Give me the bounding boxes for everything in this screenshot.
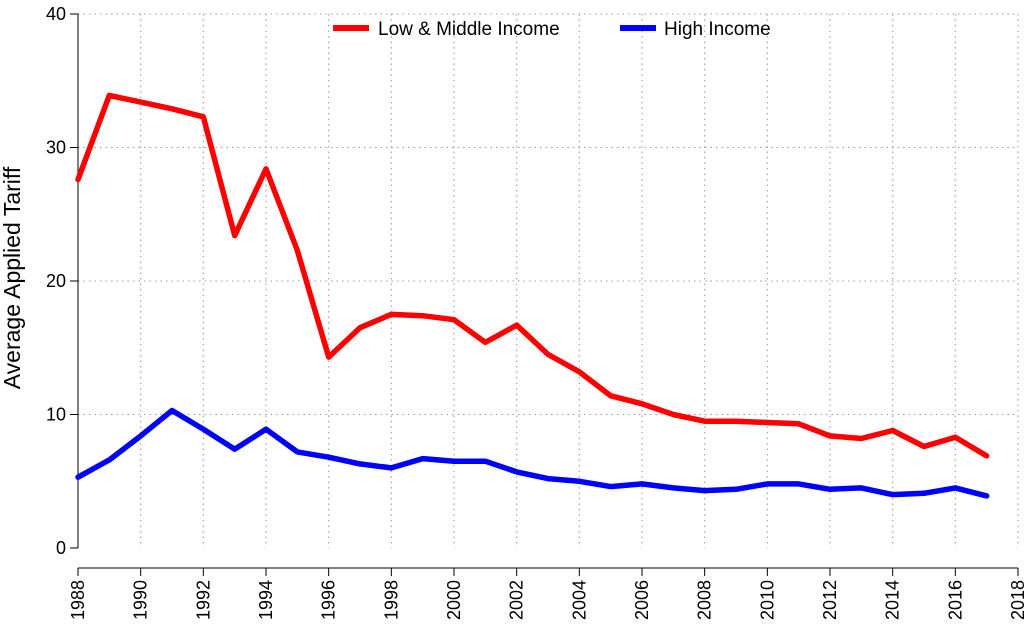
legend-label-2: High Income: [664, 19, 771, 40]
series-lines: [75, 92, 990, 499]
x-tick-label-1990: 1990: [131, 580, 151, 620]
legend: Low & Middle Income High Income: [333, 19, 771, 40]
x-tick-label-1988: 1988: [68, 580, 88, 620]
series-line-1: [75, 92, 990, 459]
x-tick-label-2008: 2008: [695, 580, 715, 620]
x-tick-label-2018: 2018: [1008, 580, 1028, 620]
y-tick-label-10: 10: [46, 405, 66, 425]
x-tick-label-2010: 2010: [757, 580, 777, 620]
y-tick-label-0: 0: [56, 538, 66, 558]
legend-label-1: Low & Middle Income: [378, 19, 560, 40]
x-tick-label-1994: 1994: [256, 580, 276, 620]
axes: 0 10 20 30 40 1988 1990 1992 1994 1996 1998 2000 200…: [46, 4, 1028, 620]
x-tick-label-2000: 2000: [444, 580, 464, 620]
gridlines: [77, 13, 1019, 548]
x-tick-label-1998: 1998: [381, 580, 401, 620]
y-tick-label-40: 40: [46, 4, 66, 24]
y-axis-title: Average Applied Tariff: [0, 166, 25, 389]
x-tick-label-2004: 2004: [569, 580, 589, 620]
x-tick-label-1996: 1996: [319, 580, 339, 620]
y-tick-label-20: 20: [46, 271, 66, 291]
series-line-2: [75, 407, 990, 499]
x-tick-label-2014: 2014: [883, 580, 903, 620]
x-tick-label-2002: 2002: [507, 580, 527, 620]
x-tick-label-2016: 2016: [945, 580, 965, 620]
x-tick-label-2012: 2012: [820, 580, 840, 620]
y-tick-label-30: 30: [46, 138, 66, 158]
x-tick-label-2006: 2006: [632, 580, 652, 620]
x-tick-label-1992: 1992: [193, 580, 213, 620]
